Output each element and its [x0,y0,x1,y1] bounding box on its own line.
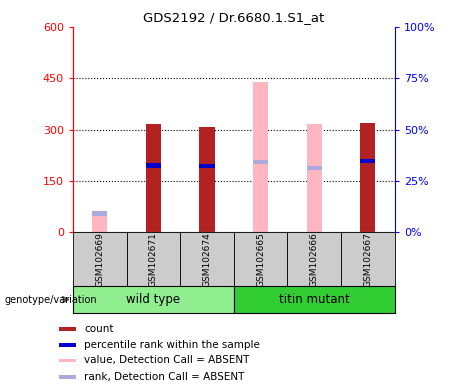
Text: GSM102674: GSM102674 [203,232,212,286]
Text: titin mutant: titin mutant [279,293,350,306]
Text: GSM102665: GSM102665 [256,232,265,286]
Bar [92,215,107,232]
Bar [234,232,288,286]
Bar [59,343,76,347]
Bar [360,159,376,164]
Text: rank, Detection Call = ABSENT: rank, Detection Call = ABSENT [84,372,244,382]
Bar [307,124,322,232]
Title: GDS2192 / Dr.6680.1.S1_at: GDS2192 / Dr.6680.1.S1_at [143,11,324,24]
Bar [234,286,395,313]
Text: GSM102669: GSM102669 [95,232,104,286]
Bar [307,166,322,170]
Bar [92,212,107,215]
Bar [59,327,76,331]
Bar [288,232,341,286]
Bar [73,286,234,313]
Text: percentile rank within the sample: percentile rank within the sample [84,340,260,350]
Text: GSM102671: GSM102671 [149,232,158,286]
Bar [253,160,268,164]
Bar [146,164,161,167]
Bar [180,232,234,286]
Bar [360,123,376,232]
Text: GSM102666: GSM102666 [310,232,319,286]
Text: value, Detection Call = ABSENT: value, Detection Call = ABSENT [84,356,250,366]
Bar [199,127,214,232]
Text: genotype/variation: genotype/variation [5,295,97,305]
Bar [253,82,268,232]
Bar [59,376,76,379]
Text: count: count [84,324,114,334]
Bar [146,124,161,232]
Text: GSM102667: GSM102667 [363,232,372,286]
Bar [126,232,180,286]
Bar [341,232,395,286]
Bar [199,164,214,168]
Bar [73,232,126,286]
Bar [59,359,76,362]
Text: wild type: wild type [126,293,180,306]
